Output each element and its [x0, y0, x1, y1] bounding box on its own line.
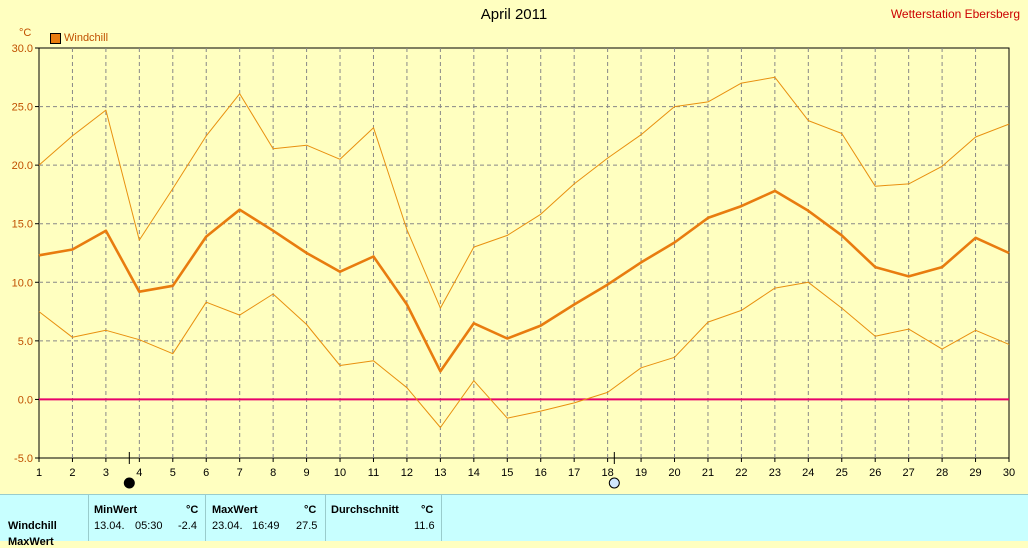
x-tick-label: 13	[434, 467, 446, 479]
x-tick-label: 1	[36, 467, 42, 479]
stats-row-label: Windchill	[8, 520, 57, 532]
y-tick-label: 20.0	[12, 160, 33, 172]
x-tick-label: 10	[334, 467, 346, 479]
x-tick-label: 6	[203, 467, 209, 479]
stats-row2-label: MaxWert	[8, 536, 54, 548]
legend-swatch	[50, 32, 61, 44]
station-name: Wetterstation Ebersberg	[890, 7, 1020, 21]
min-date: 13.04.	[94, 520, 125, 532]
chart-svg: 1 2 3 4 5 6 7 8 9 10 11 12 13 14 15 16 17 18 19 20 21 22 23 24 2…	[12, 43, 1015, 489]
chart-title: April 2011	[480, 6, 548, 23]
series-line-max	[38, 76, 1010, 309]
x-tick-label: 18	[601, 467, 613, 479]
x-tick-label: 8	[270, 467, 276, 479]
x-tick-label: 28	[936, 467, 948, 479]
max-value: 27.5	[296, 520, 318, 532]
x-tick-label: 4	[136, 467, 142, 479]
max-unit-header: °C	[304, 504, 317, 516]
x-tick-label: 24	[802, 467, 814, 479]
x-tick-label: 17	[568, 467, 580, 479]
series-line-average	[38, 189, 1010, 373]
min-time: 05:30	[135, 520, 163, 532]
x-tick-label: 25	[836, 467, 848, 479]
x-tick-label: 30	[1003, 467, 1015, 479]
stats-separator	[205, 495, 206, 541]
series-line-min	[38, 281, 1010, 428]
x-tick-label: 7	[237, 467, 243, 479]
x-tick-label: 22	[735, 467, 747, 479]
x-tick-label: 29	[969, 467, 981, 479]
full-moon-icon	[608, 477, 620, 489]
avg-header: Durchschnitt	[331, 504, 399, 516]
y-tick-label: 25.0	[12, 102, 33, 114]
y-axis-unit: °C	[19, 27, 32, 39]
min-header: MinWert	[94, 504, 138, 516]
x-tick-label: 2	[69, 467, 75, 479]
x-tick-label: 19	[635, 467, 647, 479]
stats-separator	[325, 495, 326, 541]
avg-value: 11.6	[414, 520, 435, 532]
x-tick-label: 9	[304, 467, 310, 479]
x-tick-label: 21	[702, 467, 714, 479]
chart-area: April 2011 Wetterstation Ebersberg °C Wi…	[11, 6, 1020, 489]
min-value: -2.4	[178, 520, 197, 532]
legend-label: Windchill	[64, 32, 109, 44]
max-header: MaxWert	[212, 504, 258, 516]
x-tick-label: 3	[103, 467, 109, 479]
x-tick-label: 16	[535, 467, 547, 479]
x-tick-label: 26	[869, 467, 881, 479]
y-tick-label: 0.0	[18, 394, 33, 406]
new-moon-icon	[123, 477, 135, 489]
x-tick-label: 15	[501, 467, 513, 479]
legend: Windchill	[50, 32, 108, 44]
x-tick-label: 11	[368, 467, 379, 479]
x-tick-label: 27	[903, 467, 915, 479]
stats-separator	[441, 495, 442, 541]
max-date: 23.04.	[212, 520, 243, 532]
x-tick-label: 23	[769, 467, 781, 479]
y-tick-label: 10.0	[12, 277, 33, 289]
stats-panel: MinWert °C MaxWert °C Durchschnitt °C Wi…	[0, 494, 1028, 548]
x-tick-label: 14	[468, 467, 480, 479]
y-tick-label: -5.0	[14, 453, 33, 465]
max-time: 16:49	[252, 520, 280, 532]
min-unit-header: °C	[186, 504, 199, 516]
plot-area	[38, 47, 1010, 459]
x-tick-label: 5	[170, 467, 176, 479]
y-tick-label: 15.0	[12, 219, 33, 231]
x-tick-label: 12	[401, 467, 413, 479]
stats-separator	[88, 495, 89, 541]
y-tick-label: 30.0	[12, 43, 33, 55]
x-tick-label: 20	[668, 467, 680, 479]
avg-unit-header: °C	[421, 504, 434, 516]
y-tick-label: 5.0	[18, 336, 33, 348]
